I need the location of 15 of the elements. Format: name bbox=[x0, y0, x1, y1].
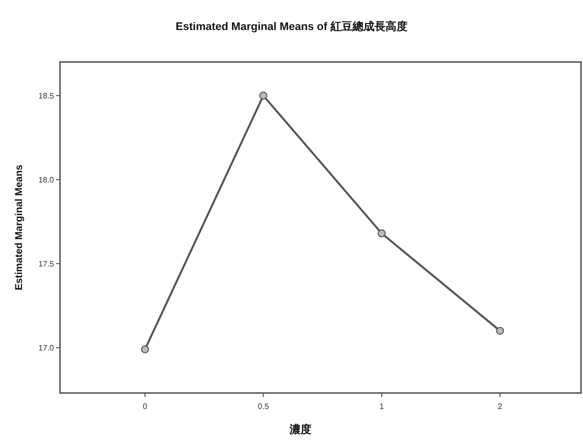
y-tick-label: 17.0 bbox=[38, 344, 55, 353]
x-axis-title: 濃度 bbox=[288, 423, 312, 436]
y-axis-title: Estimated Marginal Means bbox=[14, 164, 25, 290]
x-tick-label: 0 bbox=[142, 402, 148, 411]
chart-title: Estimated Marginal Means of 紅豆總成長高度 bbox=[176, 20, 408, 33]
y-tick-label: 17.5 bbox=[38, 260, 55, 269]
y-tick-label: 18.5 bbox=[38, 92, 55, 101]
y-tick-label: 18.0 bbox=[38, 176, 55, 185]
x-tick-label: 2 bbox=[498, 402, 503, 411]
point bbox=[496, 326, 504, 335]
x-tick-label: 1 bbox=[379, 402, 384, 411]
point bbox=[141, 345, 149, 354]
point bbox=[378, 229, 386, 238]
x-tick-label: 0.5 bbox=[258, 402, 270, 411]
point bbox=[259, 92, 268, 100]
